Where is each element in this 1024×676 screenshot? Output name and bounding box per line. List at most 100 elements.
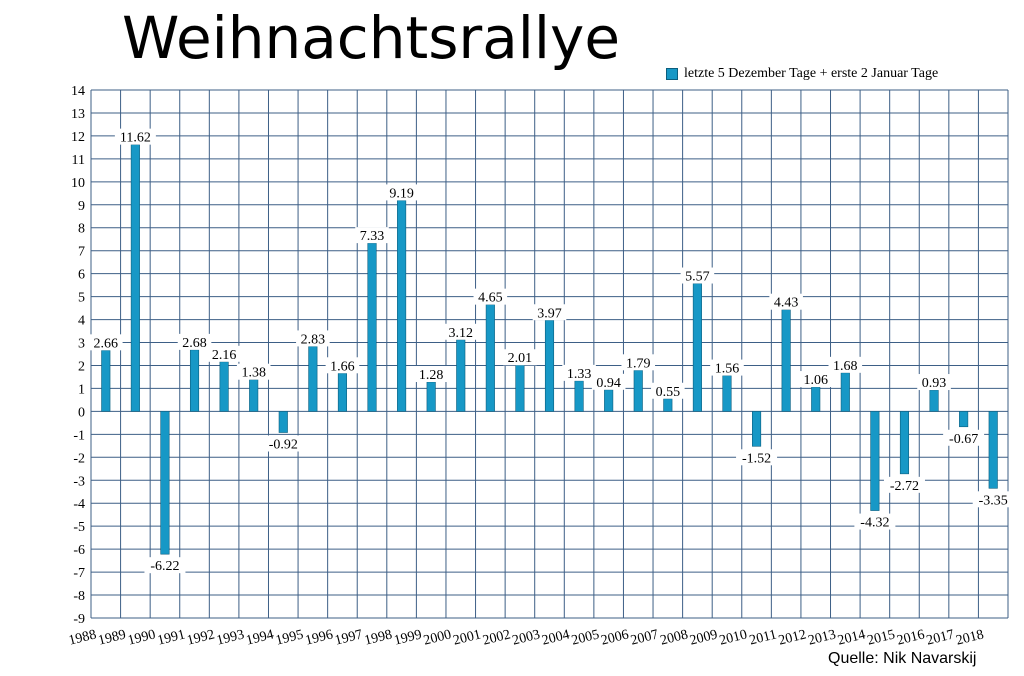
x-tick-label: 1997 bbox=[333, 627, 364, 648]
data-label-background bbox=[236, 363, 271, 380]
bar bbox=[219, 361, 229, 412]
bar bbox=[189, 349, 200, 412]
data-label-background bbox=[296, 330, 330, 347]
data-label-background bbox=[769, 293, 803, 310]
bar bbox=[101, 350, 111, 412]
data-label: -4.32 bbox=[860, 516, 889, 531]
x-tick-label: 2011 bbox=[748, 627, 778, 648]
data-label-background bbox=[503, 349, 537, 366]
x-tick-label: 1989 bbox=[97, 627, 128, 648]
data-label: 0.93 bbox=[922, 376, 947, 391]
data-label: 2.66 bbox=[94, 336, 119, 351]
bar bbox=[367, 242, 377, 412]
bar bbox=[278, 411, 288, 433]
data-label-background bbox=[883, 476, 925, 493]
bar bbox=[752, 411, 762, 447]
bar bbox=[781, 309, 791, 412]
bar bbox=[337, 372, 347, 412]
x-tick-label: 1991 bbox=[156, 627, 187, 648]
bar bbox=[249, 379, 259, 412]
data-label: 1.06 bbox=[803, 373, 828, 388]
data-label: 4.43 bbox=[774, 296, 799, 311]
y-tick-label: 3 bbox=[78, 337, 85, 352]
data-label-background bbox=[114, 128, 156, 145]
bar bbox=[633, 369, 643, 412]
bar bbox=[692, 283, 702, 412]
x-tick-label: 2007 bbox=[629, 627, 660, 648]
data-label-background bbox=[355, 227, 389, 244]
bar bbox=[604, 389, 614, 412]
x-tick-label: 2010 bbox=[718, 627, 749, 648]
y-tick-label: -1 bbox=[73, 428, 85, 443]
x-tick-label: 2018 bbox=[955, 627, 986, 648]
x-tick-label: 1995 bbox=[274, 627, 305, 648]
data-label: 5.57 bbox=[685, 270, 710, 285]
y-tick-label: -4 bbox=[73, 497, 85, 512]
x-tick-label: 1994 bbox=[245, 627, 276, 648]
data-label-background bbox=[414, 366, 448, 383]
data-label: 2.16 bbox=[212, 348, 237, 363]
legend: letzte 5 Dezember Tage + erste 2 Januar … bbox=[666, 65, 938, 83]
bar bbox=[722, 375, 732, 412]
data-label: 4.65 bbox=[478, 291, 503, 306]
x-tick-label: 2009 bbox=[688, 627, 719, 648]
bar bbox=[485, 304, 495, 412]
x-tick-label: 2002 bbox=[481, 627, 512, 648]
y-tick-label: 6 bbox=[78, 268, 85, 283]
x-tick-label: 1992 bbox=[185, 627, 216, 648]
data-label: 2.83 bbox=[301, 332, 326, 347]
y-tick-label: -2 bbox=[73, 451, 85, 466]
x-tick-label: 1998 bbox=[363, 627, 394, 648]
data-label: 0.55 bbox=[656, 385, 681, 400]
x-tick-label: 2000 bbox=[422, 627, 453, 648]
y-tick-label: 13 bbox=[71, 107, 85, 122]
bar bbox=[870, 411, 880, 511]
x-tick-label: 2015 bbox=[866, 627, 897, 648]
data-label-background bbox=[798, 371, 833, 388]
data-label-background bbox=[88, 334, 123, 351]
data-label-background bbox=[972, 491, 1014, 508]
bar bbox=[988, 411, 998, 489]
data-label-background bbox=[532, 304, 567, 321]
data-label: 0.94 bbox=[596, 376, 621, 391]
data-label: -2.72 bbox=[890, 479, 919, 494]
bar bbox=[929, 389, 939, 412]
y-tick-label: 4 bbox=[78, 314, 85, 329]
data-label: 1.66 bbox=[330, 359, 355, 374]
x-tick-label: 2005 bbox=[570, 627, 601, 648]
data-label: -3.35 bbox=[979, 493, 1008, 508]
y-tick-label: 9 bbox=[78, 199, 85, 214]
x-tick-label: 1993 bbox=[215, 627, 246, 648]
bar bbox=[840, 372, 850, 412]
x-tick-label: 2004 bbox=[540, 627, 571, 648]
bar bbox=[515, 364, 525, 412]
x-tick-label: 2008 bbox=[659, 627, 690, 648]
bar bbox=[899, 411, 910, 475]
legend-swatch bbox=[666, 68, 678, 80]
data-label: 1.33 bbox=[567, 367, 592, 382]
data-label-background bbox=[177, 333, 212, 350]
y-tick-label: 8 bbox=[78, 222, 85, 237]
data-label: -6.22 bbox=[150, 559, 179, 574]
data-label-background bbox=[917, 374, 951, 391]
source-note: Quelle: Nik Navarskij bbox=[828, 650, 977, 667]
bar bbox=[574, 380, 584, 412]
bar bbox=[426, 381, 436, 412]
y-tick-label: 14 bbox=[71, 84, 85, 99]
bar bbox=[397, 200, 407, 412]
x-tick-label: 2001 bbox=[452, 627, 483, 648]
x-tick-label: 1988 bbox=[67, 627, 98, 648]
y-tick-label: 11 bbox=[72, 153, 85, 168]
bar bbox=[130, 144, 140, 412]
x-tick-label: 2013 bbox=[807, 627, 838, 648]
data-label-background bbox=[473, 288, 508, 305]
data-label-background bbox=[262, 435, 304, 452]
data-label-background bbox=[621, 354, 656, 371]
data-label: -1.52 bbox=[742, 451, 771, 466]
data-label-background bbox=[680, 267, 715, 284]
data-label-background bbox=[384, 184, 419, 201]
data-label: 7.33 bbox=[360, 229, 385, 244]
data-labels: 2.66 11.62 -6.22 2.68 2.16 1.38 -0.92 2.83 1.66 7… bbox=[88, 128, 1014, 574]
x-tick-label: 1999 bbox=[393, 627, 424, 648]
x-tick-label: 2003 bbox=[511, 627, 542, 648]
